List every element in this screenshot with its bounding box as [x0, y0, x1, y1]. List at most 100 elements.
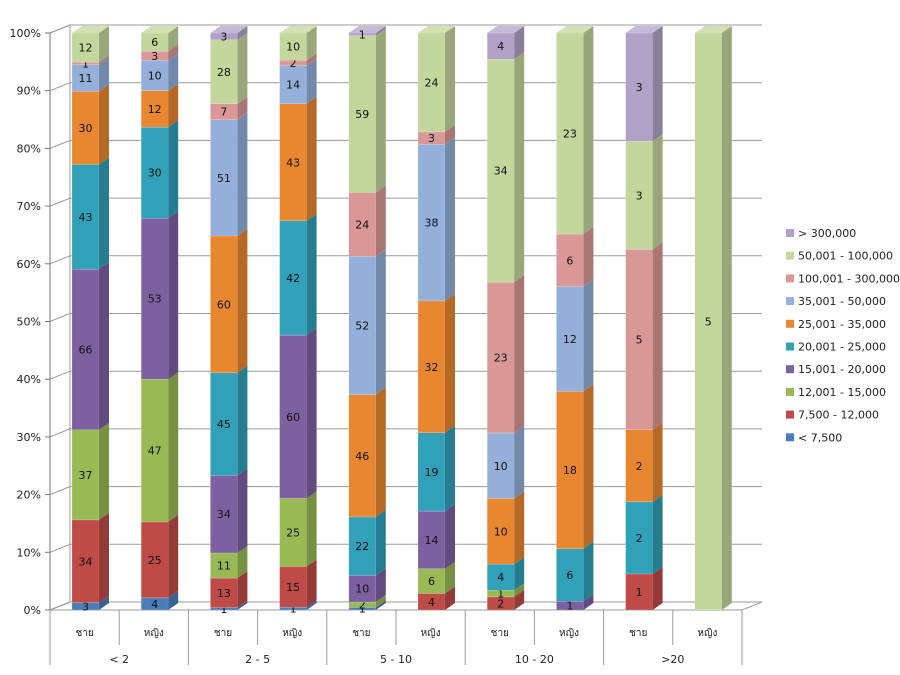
legend-swatch: [786, 297, 794, 306]
legend-swatch: [786, 433, 794, 442]
y-tick-label: 0%: [24, 604, 41, 617]
gridline-diagonal: [49, 139, 71, 149]
bar-segment-side: [99, 262, 109, 430]
bar-segment-top: [694, 26, 732, 33]
data-label: 25: [148, 554, 162, 567]
data-label: 42: [286, 272, 300, 285]
y-axis: 0% 10% 20% 30% 40% 50% 60% 70% 80% 90% 100%: [10, 27, 51, 617]
bar-segment: [556, 391, 584, 550]
data-label: 1: [220, 603, 227, 616]
bar-segment-side: [445, 504, 455, 569]
bar-segment-side: [99, 84, 109, 165]
bar-segment: [348, 192, 377, 257]
bar-segment-side: [168, 514, 179, 598]
legend-item: 20,001 - 25,000: [786, 341, 886, 354]
data-label: 10: [355, 583, 369, 596]
y-tick-label: 30%: [17, 431, 41, 444]
bar-segment-top: [141, 26, 179, 33]
bar-segment-side: [99, 157, 109, 270]
legend-label: 20,001 - 25,000: [798, 341, 886, 354]
legend-swatch: [786, 251, 794, 260]
bar-segment: [486, 432, 515, 499]
bar-segment-side: [375, 28, 386, 193]
data-label: 34: [494, 165, 508, 178]
data-label: 12: [563, 333, 577, 346]
bar-segment-side: [445, 586, 455, 610]
bar-segment-side: [237, 600, 248, 610]
bar-segment: [417, 510, 446, 570]
bar-segment: [140, 378, 169, 523]
bar-segment: [210, 577, 238, 608]
data-label: 37: [79, 469, 93, 482]
y-tick-label: 80%: [17, 142, 41, 155]
data-label: 3: [151, 50, 158, 63]
bar-segment-side: [652, 26, 663, 142]
gridline-diagonal: [49, 255, 71, 265]
legend-item: 7,500 - 12,000: [786, 409, 879, 422]
data-label: 11: [79, 72, 93, 85]
bar-segment-side: [168, 53, 179, 91]
data-label: 18: [563, 464, 577, 477]
bar-segment-side: [99, 512, 109, 603]
bar-segment-side: [237, 545, 248, 579]
bar-segment-top: [279, 26, 317, 33]
x-tick-label: ชาย: [75, 628, 93, 639]
legend-label: 12,001 - 15,000: [798, 386, 886, 399]
data-label: 10: [286, 41, 300, 54]
data-label: 43: [79, 211, 93, 224]
x-tick-label: ชาย: [629, 628, 647, 639]
bar-segment-side: [375, 595, 386, 608]
bar-segment-side: [237, 26, 248, 40]
legend-item: 25,001 - 35,000: [786, 318, 886, 331]
gridline-diagonal: [49, 543, 71, 553]
data-label: 13: [217, 587, 231, 600]
legend-swatch: [786, 387, 794, 396]
bar-segment-side: [306, 559, 317, 608]
bar-segment-side: [445, 293, 455, 433]
data-label: 14: [425, 534, 439, 547]
bar-segment-side: [652, 566, 663, 610]
bar-segment-side: [375, 509, 386, 576]
data-label: 47: [148, 445, 162, 458]
bar-segment: [140, 90, 169, 128]
data-label: 19: [425, 466, 439, 479]
bar-segment-top: [348, 26, 386, 33]
x-tick-label: หญิง: [282, 628, 302, 639]
bar-segment: [140, 217, 169, 380]
legend-item: 35,001 - 50,000: [786, 295, 886, 308]
x-axis: ชาย หญิง ชาย หญิง ชาย หญิง ชาย หญิง ชาย หญิง < 2 2 …: [49, 610, 743, 666]
bar-segment-side: [514, 52, 525, 283]
bar-segment: [486, 563, 515, 591]
bar-segment-side: [375, 387, 386, 517]
bar-segment: [279, 103, 307, 222]
bar-column: 5: [694, 26, 732, 611]
x-group-label: < 2: [109, 653, 129, 666]
bar-segment-side: [237, 32, 248, 104]
data-label: 32: [425, 361, 439, 374]
data-label: 4: [497, 40, 504, 53]
bar-segment: [348, 394, 377, 518]
bar-segment: [556, 233, 584, 287]
data-label: 15: [286, 581, 300, 594]
data-label: 6: [151, 36, 158, 49]
legend-item: 100,001 - 300,000: [786, 272, 900, 285]
bar-column: 4 6 14 19 32 38 3 24: [417, 26, 455, 611]
legend-label: 25,001 - 35,000: [798, 318, 886, 331]
data-label: 22: [355, 540, 369, 553]
bar-segment-side: [99, 57, 109, 92]
bar-segment-side: [168, 590, 179, 610]
data-label: 1: [359, 603, 366, 616]
legend-item: 50,001 - 100,000: [786, 250, 893, 263]
data-label: 2: [636, 460, 643, 473]
data-label: 3: [428, 132, 435, 145]
data-label: 6: [566, 569, 573, 582]
bar-segment: [625, 573, 653, 611]
bar-segment: [417, 32, 446, 133]
bar-segment: [140, 60, 169, 91]
bar-segment-side: [583, 384, 594, 549]
data-label: 52: [355, 319, 369, 332]
legend-swatch: [786, 410, 794, 419]
y-tick-label: 10%: [17, 546, 41, 559]
bar-segment-top: [418, 26, 455, 33]
x-tick-label: หญิง: [421, 628, 441, 639]
